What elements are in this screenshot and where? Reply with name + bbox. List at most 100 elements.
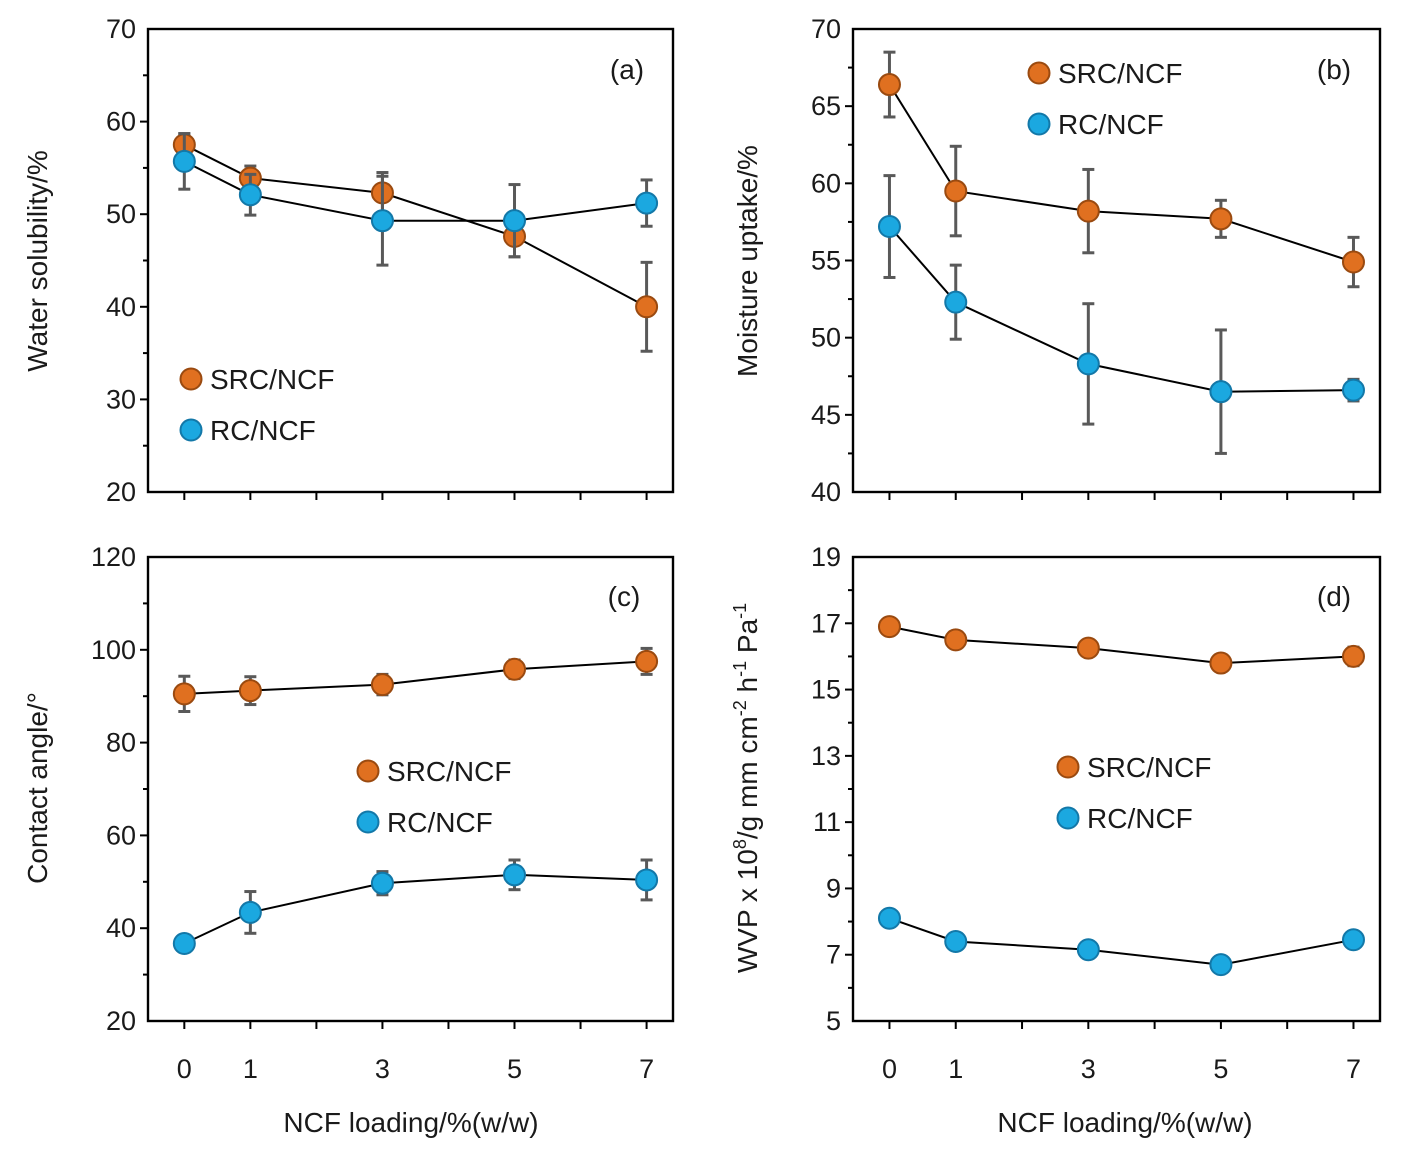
- x-tick-label: 1: [243, 1054, 258, 1084]
- legend-label: SRC/NCF: [1087, 752, 1211, 783]
- x-tick-label: 3: [1081, 1054, 1096, 1084]
- y-axis-title-superscript: 8: [730, 839, 750, 849]
- legend-label: RC/NCF: [1058, 109, 1164, 140]
- panel-b: (b) Moisture uptake/% 40 45 50 55 60 65 70 SRC/…: [732, 14, 1382, 507]
- x-axis-title-right: NCF loading/%(w/w): [997, 1107, 1252, 1138]
- data-point: [238, 900, 262, 924]
- data-point: [172, 682, 196, 706]
- legend-label: RC/NCF: [387, 807, 493, 838]
- x-tick-label: 7: [639, 1054, 654, 1084]
- data-point: [1076, 636, 1100, 660]
- data-point: [503, 863, 527, 887]
- y-tick-label: 45: [811, 400, 841, 430]
- legend-marker: [1027, 61, 1051, 85]
- y-tick-label: 120: [91, 542, 136, 572]
- data-point: [1341, 378, 1365, 402]
- y-axis-title: Contact angle/°: [22, 692, 53, 884]
- y-tick-label: 70: [106, 14, 136, 44]
- x-tick-label: 7: [1346, 1054, 1361, 1084]
- legend-label: SRC/NCF: [1058, 58, 1182, 89]
- y-axis-title-superscript: -2: [730, 700, 750, 716]
- data-point: [877, 906, 901, 930]
- y-axis-title-part: Pa: [732, 618, 763, 660]
- y-tick-label: 50: [106, 199, 136, 229]
- x-tick-label: 5: [1213, 1054, 1228, 1084]
- y-tick-label: 70: [811, 14, 841, 44]
- legend-marker: [1027, 112, 1051, 136]
- legend-marker: [1056, 755, 1080, 779]
- y-tick-label: 65: [811, 91, 841, 121]
- data-point: [172, 932, 196, 956]
- data-point: [238, 679, 262, 703]
- y-tick-label: 60: [106, 820, 136, 850]
- data-point: [503, 209, 527, 233]
- panel-letter: (d): [1317, 581, 1351, 612]
- y-tick-label: 7: [826, 940, 841, 970]
- panel-d: (d) WVP x 108/g mm cm-2 h-1 Pa-1 5791113…: [730, 542, 1382, 1084]
- y-axis-title: Moisture uptake/%: [732, 145, 763, 377]
- y-tick-label: 17: [811, 608, 841, 638]
- data-point: [1076, 199, 1100, 223]
- data-point: [944, 290, 968, 314]
- y-axis-title-part: h: [732, 677, 763, 700]
- y-tick-label: 9: [826, 873, 841, 903]
- legend-marker: [356, 759, 380, 783]
- y-tick-label: 5: [826, 1006, 841, 1036]
- legend-label: RC/NCF: [210, 415, 316, 446]
- y-tick-label: 20: [106, 1006, 136, 1036]
- y-tick-label: 15: [811, 675, 841, 705]
- y-axis-title-superscript: -1: [730, 603, 750, 619]
- y-tick-label: 11: [813, 807, 841, 837]
- legend-marker: [179, 367, 203, 391]
- panel-a: (a) Water solubility/% 20 30 40 50 60 70 SRC/N…: [22, 14, 675, 507]
- y-tick-label: 55: [811, 246, 841, 276]
- y-axis-title: Water solubility/%: [22, 150, 53, 371]
- y-tick-label: 30: [106, 384, 136, 414]
- y-tick-label: 80: [106, 728, 136, 758]
- data-point: [877, 73, 901, 97]
- y-tick-label: 60: [811, 168, 841, 198]
- data-point: [944, 179, 968, 203]
- y-axis-title-superscript: -1: [730, 661, 750, 677]
- data-point: [172, 149, 196, 173]
- data-point: [503, 657, 527, 681]
- x-tick-label: 0: [177, 1054, 192, 1084]
- legend-marker: [1056, 806, 1080, 830]
- data-point: [635, 295, 659, 319]
- data-point: [1209, 651, 1233, 675]
- data-point: [1209, 953, 1233, 977]
- data-point: [1341, 644, 1365, 668]
- data-point: [1341, 928, 1365, 952]
- y-tick-label: 40: [811, 477, 841, 507]
- data-point: [370, 871, 394, 895]
- legend-marker: [356, 810, 380, 834]
- y-axis-title-part: /g mm cm: [732, 716, 763, 839]
- data-point: [877, 215, 901, 239]
- data-point: [370, 209, 394, 233]
- data-point: [635, 649, 659, 673]
- y-tick-label: 13: [811, 741, 841, 771]
- data-point: [1076, 938, 1100, 962]
- panel-letter: (c): [608, 581, 641, 612]
- panel-c: (c) Contact angle/° 20 40 60 80 100 120 0 1 3 5 7 S…: [22, 542, 675, 1084]
- x-tick-label: 3: [375, 1054, 390, 1084]
- y-tick-label: 100: [91, 635, 136, 665]
- panel-letter: (b): [1317, 54, 1351, 85]
- y-axis-title: WVP x 108/g mm cm-2 h-1 Pa-1: [730, 603, 763, 973]
- legend-marker: [179, 418, 203, 442]
- y-tick-label: 50: [811, 323, 841, 353]
- plot-frame: [851, 27, 1382, 494]
- legend-label: SRC/NCF: [210, 364, 334, 395]
- data-point: [1076, 352, 1100, 376]
- plot-frame: [851, 555, 1382, 1023]
- data-point: [635, 191, 659, 215]
- data-point: [635, 868, 659, 892]
- x-tick-label: 5: [507, 1054, 522, 1084]
- y-tick-label: 40: [106, 292, 136, 322]
- data-point: [1209, 380, 1233, 404]
- y-tick-label: 19: [811, 542, 841, 572]
- y-axis-title-part: WVP x 10: [732, 849, 763, 973]
- x-tick-label: 1: [948, 1054, 963, 1084]
- data-point: [1341, 250, 1365, 274]
- data-point: [944, 929, 968, 953]
